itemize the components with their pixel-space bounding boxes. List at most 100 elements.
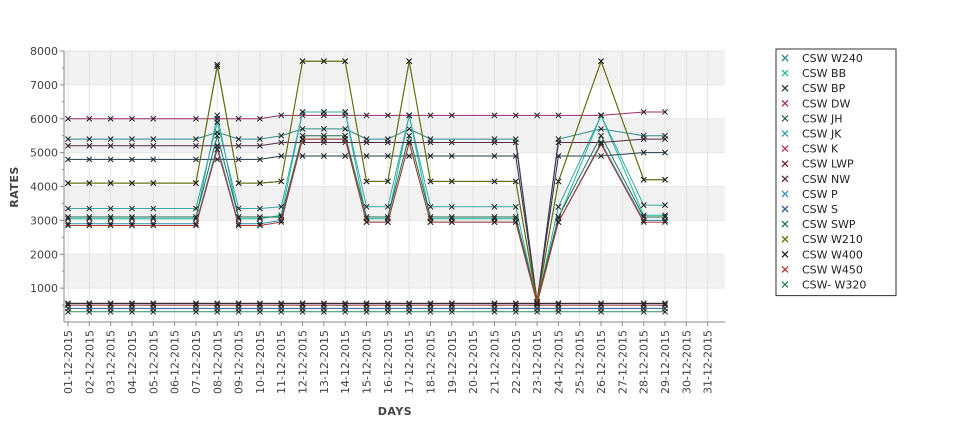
point-marker-stroke xyxy=(256,300,263,307)
point-marker-stroke xyxy=(640,300,647,307)
data-point xyxy=(65,214,71,220)
data-point xyxy=(192,308,199,315)
data-point xyxy=(427,178,434,185)
data-point xyxy=(86,136,93,143)
data-point xyxy=(65,205,71,212)
data-point xyxy=(107,115,114,122)
point-marker-stroke xyxy=(192,300,199,307)
point-marker-stroke xyxy=(448,214,455,220)
data-point xyxy=(640,176,647,183)
data-point xyxy=(384,219,391,226)
data-point xyxy=(598,153,605,159)
point-marker-stroke xyxy=(299,136,306,143)
series xyxy=(65,308,668,315)
legend-item: CSW BP xyxy=(781,82,846,95)
data-point xyxy=(192,300,199,307)
point-marker-stroke xyxy=(662,214,668,220)
point-marker-stroke xyxy=(384,178,391,185)
point-marker-stroke xyxy=(65,115,71,122)
point-marker-stroke xyxy=(86,214,93,220)
legend-marker xyxy=(781,190,789,198)
data-point xyxy=(235,136,242,143)
x-tick-label: 18-12-2015 xyxy=(424,330,437,394)
point-marker-stroke xyxy=(406,132,413,139)
data-point xyxy=(448,139,455,146)
point-marker-stroke xyxy=(320,308,327,315)
point-marker-stroke xyxy=(384,300,391,307)
point-marker-stroke xyxy=(384,203,391,210)
legend-item: CSW JH xyxy=(781,112,843,125)
point-marker-stroke xyxy=(555,112,562,119)
point-marker-stroke xyxy=(107,205,114,212)
data-point xyxy=(598,58,605,65)
data-point xyxy=(491,308,498,315)
y-tick-label: 4000 xyxy=(30,181,58,194)
point-marker-stroke xyxy=(555,178,562,185)
point-marker-stroke xyxy=(640,219,647,226)
point-marker-stroke xyxy=(427,178,434,185)
point-marker-stroke xyxy=(256,115,263,122)
data-point xyxy=(107,205,114,212)
legend-marker xyxy=(781,99,789,107)
point-marker-stroke xyxy=(662,136,668,143)
point-marker-stroke xyxy=(214,308,221,315)
data-point xyxy=(278,300,285,307)
data-point xyxy=(427,300,434,307)
point-marker-stroke xyxy=(214,61,221,68)
legend: CSW W240 CSW BB CSW BP CSW DW CSW JH CSW JK CS… xyxy=(775,48,897,297)
data-point xyxy=(256,180,263,187)
point-marker-stroke xyxy=(150,136,157,143)
data-point xyxy=(256,308,263,315)
x-tick-label: 01-12-2015 xyxy=(62,330,75,394)
data-point xyxy=(65,308,71,315)
data-point xyxy=(384,178,391,185)
data-point xyxy=(427,219,434,226)
point-marker-stroke xyxy=(555,214,562,220)
legend-label: CSW W210 xyxy=(802,233,863,246)
point-marker-stroke xyxy=(406,300,413,307)
point-marker-stroke xyxy=(555,203,562,210)
point-marker-stroke xyxy=(363,178,370,185)
data-point xyxy=(534,300,541,307)
data-point xyxy=(214,300,221,307)
data-point xyxy=(342,136,349,143)
data-point xyxy=(107,136,114,143)
data-point xyxy=(534,308,541,315)
data-point xyxy=(363,178,370,185)
point-marker-stroke xyxy=(256,222,263,229)
data-point xyxy=(214,61,221,68)
data-point xyxy=(491,214,498,220)
y-tick-label: 7000 xyxy=(30,79,58,92)
legend-marker xyxy=(781,265,789,273)
point-marker-stroke xyxy=(235,115,242,122)
legend-label: CSW S xyxy=(802,203,838,216)
point-marker-stroke xyxy=(299,109,306,115)
point-marker-stroke xyxy=(640,176,647,183)
data-point xyxy=(598,300,605,307)
point-marker-stroke xyxy=(256,180,263,187)
data-point xyxy=(235,156,242,163)
data-point xyxy=(192,222,199,229)
point-marker-stroke xyxy=(427,219,434,226)
data-point xyxy=(299,125,306,132)
legend-item: CSW K xyxy=(781,143,839,156)
point-marker-stroke xyxy=(555,139,562,146)
data-point xyxy=(256,156,263,163)
data-point xyxy=(555,203,562,210)
point-marker-stroke xyxy=(65,308,71,315)
data-point xyxy=(448,112,455,119)
point-marker-stroke xyxy=(299,125,306,132)
data-point xyxy=(491,219,498,226)
data-point xyxy=(192,180,199,187)
point-marker-stroke xyxy=(65,156,71,163)
data-point xyxy=(363,219,370,226)
data-point xyxy=(448,178,455,185)
data-point xyxy=(320,125,327,132)
point-marker-stroke xyxy=(235,300,242,307)
point-marker-stroke xyxy=(491,139,498,146)
point-marker-stroke xyxy=(235,136,242,143)
point-marker-stroke xyxy=(278,308,285,315)
point-marker-stroke xyxy=(65,300,71,307)
point-marker-stroke xyxy=(192,136,199,143)
